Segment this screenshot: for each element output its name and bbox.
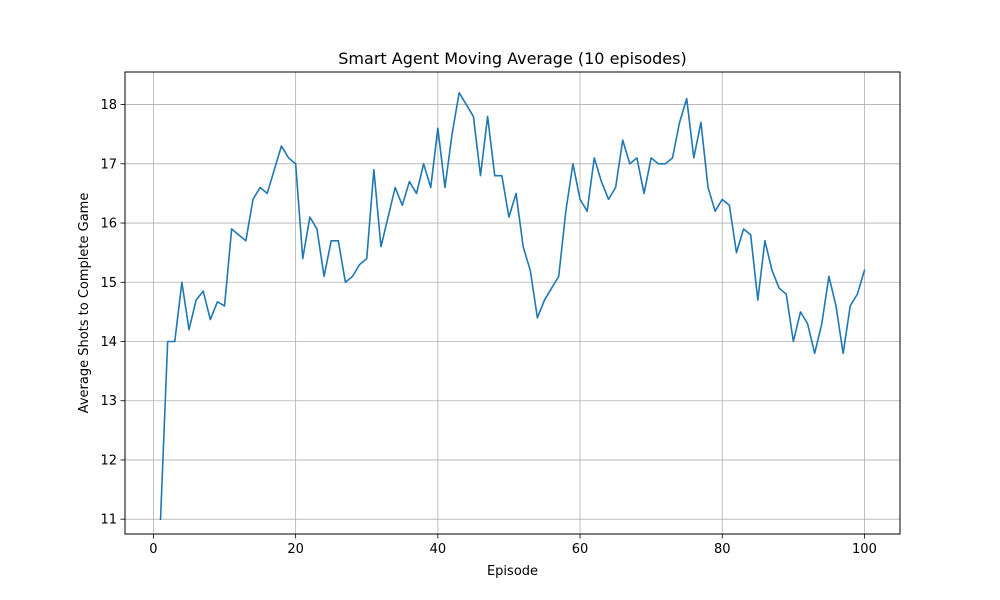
x-tick-label: 100	[852, 542, 877, 557]
y-tick-label: 15	[100, 276, 117, 291]
y-tick-label: 13	[100, 394, 117, 409]
series-layer	[159, 91, 866, 521]
y-tick-label: 18	[100, 98, 117, 113]
y-tick-label: 17	[100, 157, 117, 172]
y-axis-label: Average Shots to Complete Game	[77, 193, 92, 414]
grid-lines	[125, 72, 900, 534]
y-tick-label: 16	[100, 217, 117, 232]
x-tick-label: 60	[572, 542, 589, 557]
x-tick-label: 0	[149, 542, 157, 557]
y-tick-label: 14	[100, 335, 117, 350]
x-tick-label: 80	[714, 542, 731, 557]
series-line-1	[159, 91, 866, 521]
chart-title: Smart Agent Moving Average (10 episodes)	[338, 49, 686, 68]
plot-frame	[124, 71, 901, 535]
x-tick-label: 40	[430, 542, 447, 557]
x-tick-label: 20	[287, 542, 304, 557]
axis-ticks: 0 20 40 60 80 100 11 12 13 14 15 16 17 18	[100, 98, 876, 557]
x-axis-label: Episode	[487, 564, 538, 579]
y-tick-label: 11	[100, 513, 117, 528]
y-tick-label: 12	[100, 453, 117, 468]
